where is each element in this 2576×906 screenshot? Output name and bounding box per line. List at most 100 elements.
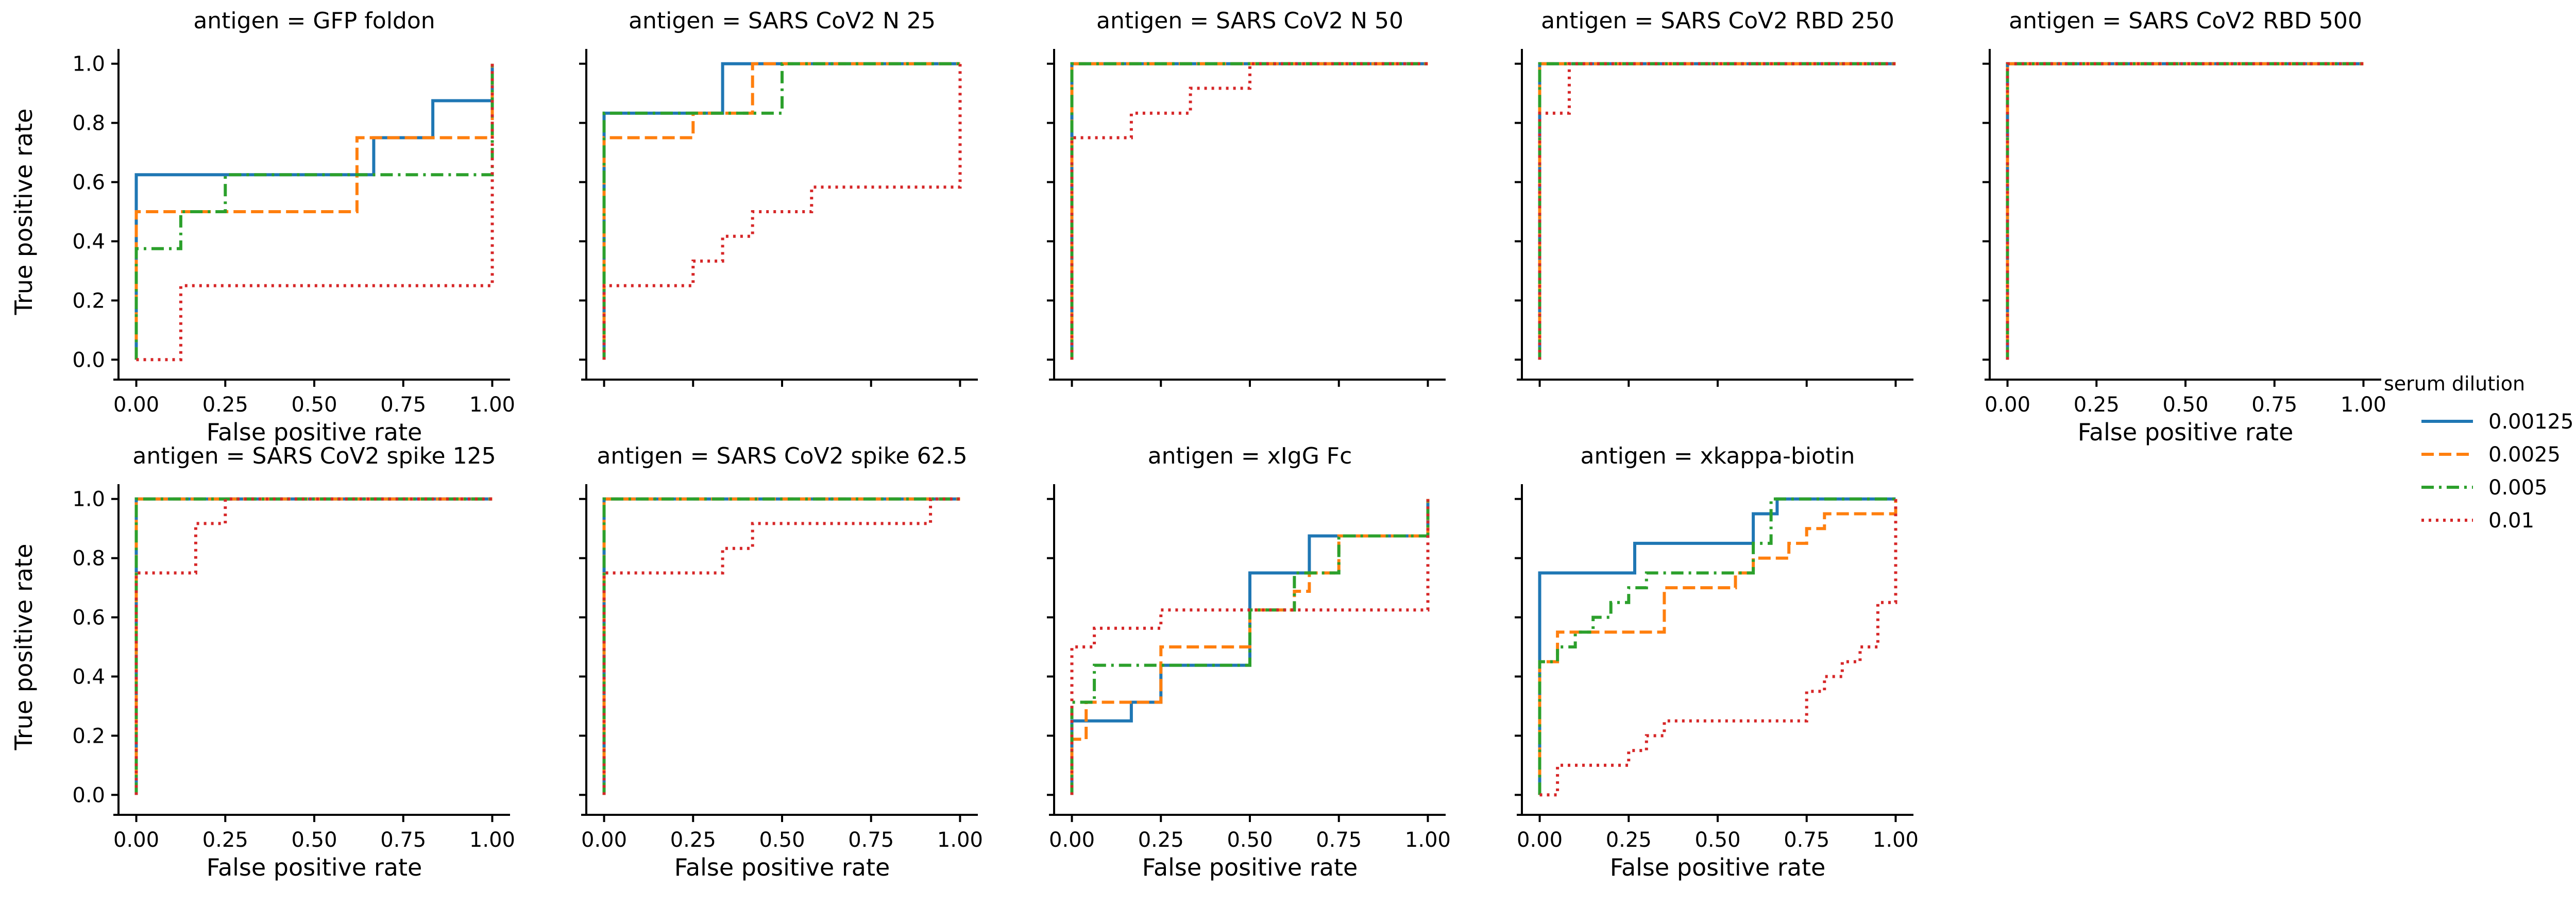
y-tick-label: 0.2 [72,724,105,748]
x-tick-label: 1.00 [469,393,515,417]
panel-title: antigen = xIgG Fc [1148,443,1352,469]
panel-title: antigen = SARS CoV2 N 25 [629,8,936,34]
x-tick-label: 0.00 [1985,393,2030,417]
roc-line-0.005 [602,497,960,795]
roc-line-0.00125 [134,63,494,360]
roc-line-0.01 [1538,62,1896,360]
panel-title: antigen = SARS CoV2 N 50 [1096,8,1403,34]
legend-title: serum dilution [2384,372,2525,395]
y-tick-label: 0.8 [72,547,105,571]
x-axis-label: False positive rate [207,418,422,446]
roc-line-0.005 [1538,497,1896,795]
y-tick-label: 0.6 [72,171,105,195]
roc-line-0.01 [602,63,962,360]
x-tick-label: 0.25 [2074,393,2120,417]
roc-line-0.00125 [602,497,960,795]
panel-title: antigen = SARS CoV2 RBD 500 [2009,8,2362,34]
roc-line-0.005 [602,62,960,360]
x-tick-label: 0.25 [202,828,248,852]
roc-line-0.01 [602,497,960,795]
y-axis-label: True positive rate [10,544,38,751]
x-tick-label: 0.25 [1138,828,1184,852]
roc-line-0.0025 [1070,499,1430,795]
roc-line-0.01 [2006,62,2364,360]
roc-line-0.00125 [1538,62,1896,360]
panel: antigen = SARS CoV2 spike 125 0.0 0.2 0.4 0.… [10,443,515,881]
x-tick-label: 0.75 [848,828,894,852]
roc-line-0.00125 [2006,62,2364,360]
x-tick-label: 0.25 [1606,828,1652,852]
y-tick-label: 0.2 [72,289,105,313]
panel: antigen = xIgG Fc 0.00 0.25 0.50 0.75 1.00 Fal… [1047,443,1451,881]
x-axis-label: False positive rate [2078,418,2294,446]
x-tick-label: 0.75 [2251,393,2297,417]
x-tick-label: 0.25 [670,828,716,852]
roc-line-0.005 [1070,62,1428,360]
x-tick-label: 1.00 [2341,393,2386,417]
x-axis-label: False positive rate [1142,853,1358,881]
y-tick-label: 1.0 [72,488,105,511]
x-axis-label: False positive rate [674,853,890,881]
y-tick-label: 0.4 [72,665,105,689]
roc-line-0.01 [134,497,493,795]
roc-line-0.005 [2006,62,2364,360]
x-tick-label: 0.00 [1517,828,1563,852]
roc-line-0.0025 [134,497,493,795]
legend-label: 0.00125 [2488,410,2573,434]
roc-line-0.0025 [1538,499,1897,795]
x-tick-label: 1.00 [937,828,983,852]
x-tick-label: 0.00 [581,828,627,852]
x-tick-label: 0.00 [113,828,159,852]
roc-line-0.0025 [1070,62,1428,360]
panel: antigen = SARS CoV2 spike 62.5 0.00 0.25 0.… [579,443,983,881]
x-tick-label: 1.00 [1873,828,1919,852]
panel: antigen = GFP foldon 0.0 0.2 0.4 0.6 0.8 1.0 0.… [10,8,515,446]
x-tick-label: 1.00 [1405,828,1451,852]
x-tick-label: 0.00 [1049,828,1095,852]
panel: antigen = SARS CoV2 RBD 250 [1515,8,1913,387]
panel-title: antigen = SARS CoV2 spike 62.5 [597,443,967,469]
x-tick-label: 0.75 [380,828,426,852]
roc-line-0.01 [1539,499,1897,797]
y-tick-label: 0.0 [72,783,105,807]
panel-title: antigen = SARS CoV2 spike 125 [132,443,496,469]
x-axis-label: False positive rate [1610,853,1826,881]
legend-label: 0.01 [2488,509,2534,533]
roc-line-0.01 [1070,62,1428,360]
x-axis-label: False positive rate [207,853,422,881]
x-tick-label: 0.75 [1316,828,1362,852]
y-tick-label: 1.0 [72,53,105,76]
panel: antigen = xkappa-biotin 0.00 0.25 0.50 0.75 1… [1515,443,1919,881]
panel: antigen = SARS CoV2 N 50 [1047,8,1446,387]
x-tick-label: 0.50 [1694,828,1740,852]
y-tick-label: 0.6 [72,606,105,630]
x-tick-label: 0.50 [291,828,337,852]
panel-title: antigen = xkappa-biotin [1581,443,1855,469]
legend: serum dilution 0.00125 0.0025 0.005 0.01 [2384,372,2573,533]
x-tick-label: 0.75 [1784,828,1829,852]
roc-line-0.0025 [134,63,494,360]
panel-title: antigen = SARS CoV2 RBD 250 [1541,8,1894,34]
x-tick-label: 0.50 [1227,828,1273,852]
roc-line-0.005 [1538,62,1896,360]
roc-line-0.01 [1070,499,1430,795]
x-tick-label: 0.50 [759,828,805,852]
roc-line-0.0025 [2006,62,2364,360]
x-tick-label: 0.50 [2162,393,2208,417]
panel-title: antigen = GFP foldon [193,8,435,34]
y-tick-label: 0.0 [72,348,105,372]
x-tick-label: 0.50 [291,393,337,417]
y-tick-label: 0.8 [72,112,105,135]
roc-line-0.005 [134,497,493,795]
x-tick-label: 0.75 [380,393,426,417]
x-tick-label: 1.00 [469,828,515,852]
x-tick-label: 0.00 [113,393,159,417]
roc-line-0.01 [136,63,494,362]
panel: antigen = SARS CoV2 RBD 500 0.00 0.25 0.50 0… [1982,8,2386,446]
roc-line-0.00125 [1070,62,1428,360]
x-tick-label: 0.25 [202,393,248,417]
y-tick-label: 0.4 [72,230,105,253]
roc-line-0.0025 [602,497,960,795]
